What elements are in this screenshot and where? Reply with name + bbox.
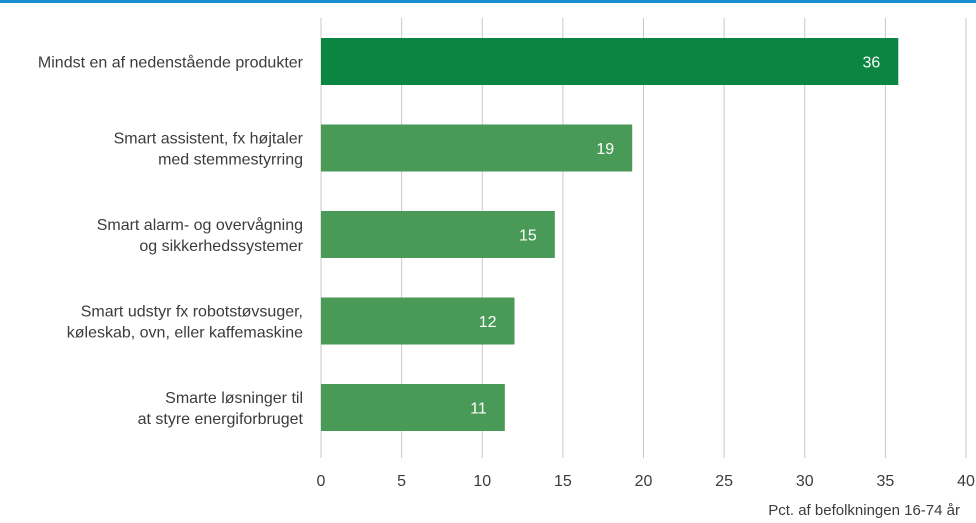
x-tick-label: 15 bbox=[554, 473, 572, 490]
x-axis-label: Pct. af befolkningen 16-74 år bbox=[768, 502, 960, 519]
category-label: Mindst en af nedenstående produkter bbox=[38, 54, 304, 72]
x-tick-label: 35 bbox=[876, 473, 894, 490]
category-label: Smart udstyr fx robotstøvsuger, bbox=[81, 304, 303, 321]
category-label: med stemmestyrring bbox=[158, 152, 303, 169]
category-label: at styre energiforbruget bbox=[138, 411, 304, 428]
bar-3 bbox=[321, 211, 555, 258]
bar-5 bbox=[321, 384, 505, 431]
category-label: og sikkerhedssystemer bbox=[139, 238, 303, 255]
data-label: 12 bbox=[479, 314, 497, 331]
x-tick-label: 25 bbox=[715, 473, 733, 490]
bar-4 bbox=[321, 297, 515, 345]
x-tick-label: 0 bbox=[317, 473, 326, 490]
category-label: køleskab, ovn, eller kaffemaskine bbox=[67, 325, 303, 342]
data-label: 36 bbox=[862, 55, 880, 72]
top-accent-rule bbox=[0, 0, 976, 3]
x-tick-label: 5 bbox=[397, 473, 406, 490]
x-tick-label: 30 bbox=[796, 473, 814, 490]
x-tick-label: 20 bbox=[635, 473, 653, 490]
category-label: Smart alarm- og overvågning bbox=[97, 216, 303, 234]
category-label: Smarte løsninger til bbox=[165, 390, 303, 407]
x-tick-label: 10 bbox=[473, 473, 491, 490]
category-label: Smart assistent, fx højtaler bbox=[114, 131, 304, 148]
x-tick-label: 40 bbox=[957, 473, 975, 490]
data-label: 15 bbox=[519, 228, 537, 245]
data-label: 19 bbox=[596, 141, 614, 158]
bar-1 bbox=[321, 38, 899, 85]
data-label: 11 bbox=[470, 401, 487, 418]
bar-2 bbox=[321, 124, 633, 172]
